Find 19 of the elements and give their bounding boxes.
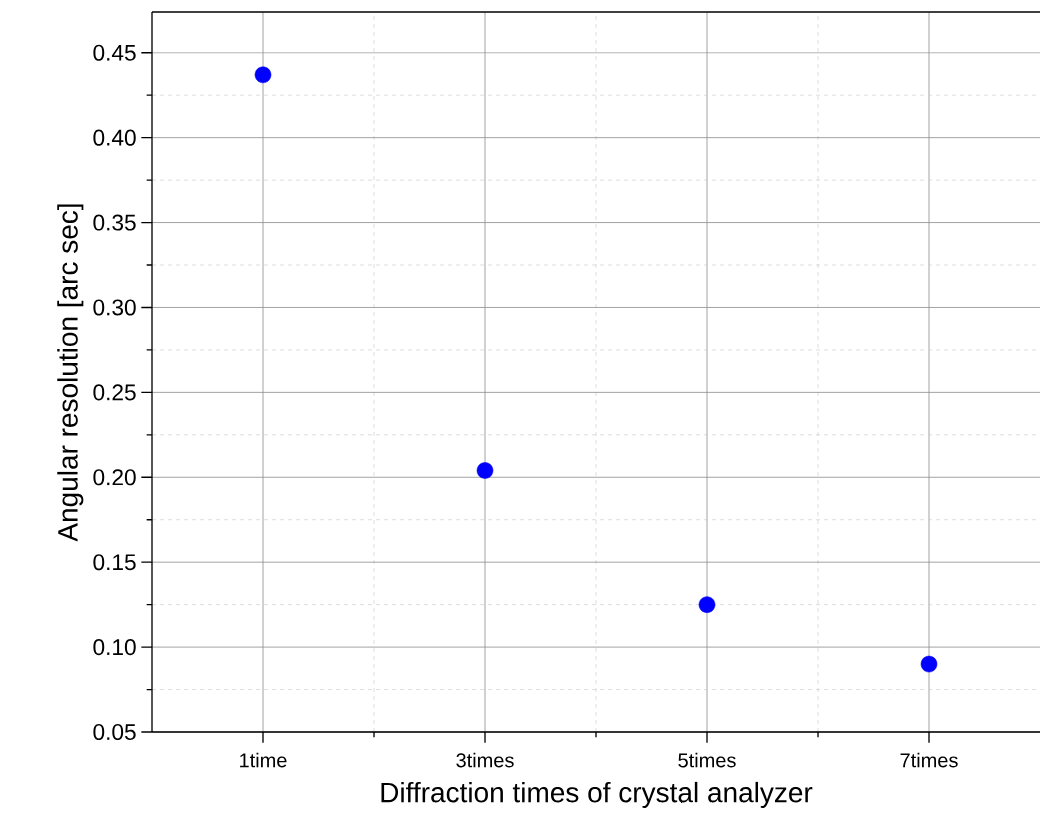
x-axis-title: Diffraction times of crystal analyzer — [381, 781, 813, 808]
y-tick-label: 0.45 — [93, 44, 136, 61]
y-tick-label: 0.20 — [93, 469, 136, 486]
point — [698, 596, 716, 613]
y-axis-title: Angular resolution [arc sec] — [57, 204, 84, 542]
x-tick-label: 1time — [240, 752, 287, 768]
y-tick-label: 0.40 — [93, 129, 136, 146]
y-tick-label: 0.05 — [93, 723, 136, 741]
y-tick-label: 0.30 — [93, 299, 136, 316]
point — [254, 66, 272, 84]
x-tick-label: 7times — [900, 752, 958, 768]
y-tick-label: 0.10 — [93, 639, 136, 656]
x-tick-label: 5times — [678, 752, 736, 768]
point — [476, 462, 494, 479]
y-tick-label: 0.35 — [93, 214, 136, 231]
point — [920, 655, 938, 673]
y-tick-label: 0.25 — [93, 384, 136, 401]
y-tick-label: 0.15 — [93, 554, 136, 571]
x-tick-label: 3times — [456, 752, 514, 768]
